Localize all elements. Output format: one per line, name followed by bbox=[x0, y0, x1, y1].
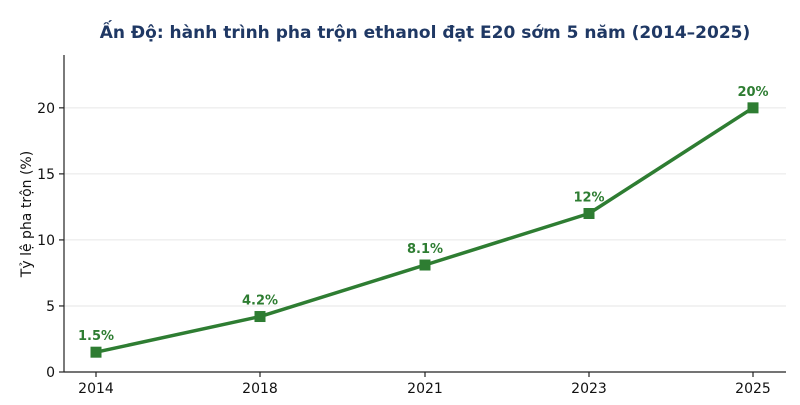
x-tick-label: 2025 bbox=[735, 381, 771, 397]
series-layer bbox=[90, 102, 759, 358]
data-point-marker bbox=[747, 102, 759, 114]
x-tick-label: 2023 bbox=[571, 381, 607, 397]
data-point-marker bbox=[583, 208, 595, 219]
y-tick-label: 20 bbox=[37, 101, 55, 117]
x-tick-label: 2018 bbox=[242, 381, 278, 397]
y-tick-label: 0 bbox=[46, 365, 55, 381]
data-label: 20% bbox=[737, 85, 768, 100]
data-label: 12% bbox=[573, 191, 604, 206]
series-line bbox=[94, 106, 755, 354]
data-point-marker bbox=[254, 311, 266, 323]
data-labels-layer: 1.5% 4.2% 8.1% 12% 20% bbox=[78, 85, 769, 344]
data-label: 1.5% bbox=[78, 329, 114, 344]
x-tick-label: 2021 bbox=[407, 381, 443, 397]
data-label: 4.2% bbox=[242, 294, 278, 309]
ticks-layer: 0 5 10 15 20 2014 2018 2021 2023 2025 bbox=[37, 101, 771, 397]
chart-title: Ấn Độ: hành trình pha trộn ethanol đạt E… bbox=[100, 19, 751, 43]
data-label: 8.1% bbox=[407, 242, 443, 257]
x-tick-label: 2014 bbox=[78, 381, 114, 397]
axes-layer bbox=[63, 55, 786, 373]
data-point-marker bbox=[90, 346, 102, 358]
grid-layer bbox=[64, 107, 786, 307]
y-tick-label: 15 bbox=[37, 167, 55, 183]
y-tick-label: 10 bbox=[37, 233, 55, 249]
y-axis-label: Tỷ lệ pha trộn (%) bbox=[19, 151, 35, 278]
y-tick-label: 5 bbox=[46, 299, 55, 315]
data-point-marker bbox=[419, 259, 431, 271]
